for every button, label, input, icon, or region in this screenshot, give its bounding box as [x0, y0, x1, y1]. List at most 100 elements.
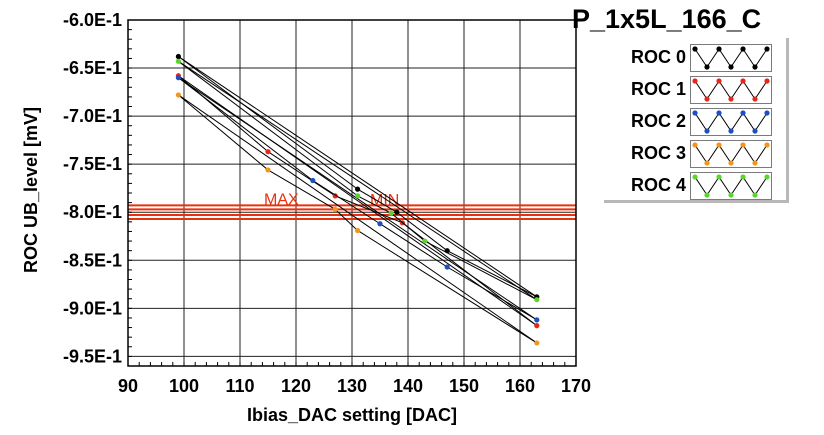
- series-line-segment: [424, 240, 538, 301]
- data-point: [355, 227, 361, 234]
- legend-swatch-marker: [704, 128, 710, 134]
- legend-label: ROC 3: [630, 143, 686, 163]
- data-point: [332, 206, 338, 212]
- data-point: [444, 264, 450, 270]
- legend-swatch-line: [694, 176, 768, 196]
- legend-label: ROC 4: [630, 175, 686, 195]
- legend-swatch-marker: [716, 142, 722, 148]
- legend-swatch-marker: [764, 46, 770, 52]
- legend-swatch: [690, 140, 772, 168]
- legend-item: ROC 3: [604, 138, 786, 168]
- series-line-segment: [178, 94, 269, 171]
- legend-swatch-line: [694, 112, 768, 132]
- legend-swatch-marker: [728, 128, 734, 134]
- series-3: [175, 92, 540, 346]
- series-line-segment: [357, 188, 398, 213]
- legend-swatch-marker: [752, 64, 758, 70]
- legend-swatch-marker: [692, 142, 698, 148]
- y-tick-label: -6.5E-1: [63, 58, 122, 78]
- data-point: [377, 221, 383, 227]
- legend-swatch-marker: [728, 192, 734, 198]
- legend: ROC 0 ROC 1 ROC 2 ROC 3 ROC 4: [604, 38, 789, 203]
- x-tick-label: 170: [561, 376, 591, 396]
- series-line-segment: [178, 60, 358, 197]
- y-axis-label: ROC UB_level [mV]: [21, 107, 41, 273]
- series-line-segment: [446, 266, 538, 321]
- threshold-label-max: MAX: [264, 191, 299, 208]
- legend-swatch-marker: [764, 78, 770, 84]
- legend-swatch-marker: [716, 110, 722, 116]
- legend-swatch-marker: [764, 174, 770, 180]
- legend-swatch: [690, 76, 772, 104]
- data-point: [355, 193, 361, 199]
- legend-swatch-marker: [740, 174, 746, 180]
- legend-swatch-marker: [728, 64, 734, 70]
- series-line-segment: [312, 180, 381, 225]
- series-fit-line: [178, 94, 538, 344]
- series-line-segment: [335, 195, 403, 224]
- x-tick-label: 120: [281, 376, 311, 396]
- y-tick-label: -8.5E-1: [63, 250, 122, 270]
- data-point: [422, 238, 428, 244]
- legend-swatch-marker: [716, 174, 722, 180]
- series-fit-line: [178, 56, 538, 298]
- data-point: [355, 186, 361, 192]
- legend-swatch-marker: [740, 78, 746, 84]
- legend-swatch: [690, 44, 772, 72]
- legend-swatch-marker: [716, 78, 722, 84]
- legend-swatch-marker: [728, 96, 734, 102]
- y-tick-label: -8.0E-1: [63, 202, 122, 222]
- series-line-segment: [390, 212, 426, 242]
- x-axis-label: Ibias_DAC setting [DAC]: [247, 405, 457, 425]
- y-tick-label: -7.0E-1: [63, 106, 122, 126]
- legend-swatch-graphic: [692, 46, 770, 70]
- legend-swatch-marker: [740, 46, 746, 52]
- threshold-label-min: MIN: [370, 192, 399, 209]
- legend-swatch-graphic: [692, 110, 770, 134]
- legend-label: ROC 0: [630, 47, 686, 67]
- legend-swatch-marker: [740, 110, 746, 116]
- legend-swatch-marker: [764, 110, 770, 116]
- y-tick-label: -7.5E-1: [63, 154, 122, 174]
- legend-item: ROC 4: [604, 170, 786, 200]
- legend-swatch-line: [694, 144, 768, 164]
- legend-swatch-marker: [692, 110, 698, 116]
- legend-swatch-marker: [692, 46, 698, 52]
- data-point: [175, 58, 181, 64]
- x-tick-label: 90: [118, 376, 138, 396]
- series-fit-line: [178, 60, 538, 301]
- series-line-segment: [357, 230, 538, 344]
- y-tick-label: -9.5E-1: [63, 346, 122, 366]
- legend-swatch-line: [694, 80, 768, 100]
- series-line-segment: [178, 77, 314, 181]
- series-line-segment: [178, 75, 269, 153]
- legend-swatch-line: [694, 48, 768, 68]
- series-fit-line: [178, 77, 538, 321]
- legend-swatch-marker: [716, 46, 722, 52]
- data-point: [175, 53, 181, 60]
- data-point: [534, 323, 540, 329]
- chart-title: P_1x5L_166_C: [572, 4, 762, 34]
- series-line-segment: [379, 223, 448, 268]
- y-tick-label: -9.0E-1: [63, 298, 122, 318]
- series-line-segment: [396, 211, 448, 252]
- legend-swatch-marker: [740, 142, 746, 148]
- legend-item: ROC 1: [604, 74, 786, 104]
- series-1: [175, 73, 540, 329]
- legend-swatch-marker: [704, 192, 710, 198]
- x-tick-label: 110: [225, 376, 254, 396]
- legend-swatch: [690, 108, 772, 136]
- x-tick-label: 100: [169, 376, 199, 396]
- series-line-segment: [446, 250, 538, 298]
- legend-label: ROC 2: [630, 111, 686, 131]
- legend-label: ROC 1: [630, 79, 686, 99]
- data-point: [388, 210, 394, 216]
- legend-swatch-marker: [692, 174, 698, 180]
- data-point: [310, 177, 316, 184]
- data-point: [265, 149, 271, 155]
- series-line-segment: [357, 195, 392, 214]
- series-line-segment: [267, 151, 336, 197]
- series-4: [175, 58, 540, 303]
